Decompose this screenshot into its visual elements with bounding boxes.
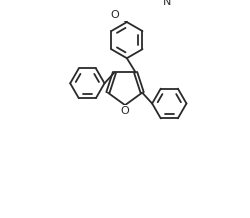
Text: O: O bbox=[120, 106, 129, 116]
Text: N: N bbox=[162, 0, 170, 7]
Text: O: O bbox=[110, 10, 119, 20]
